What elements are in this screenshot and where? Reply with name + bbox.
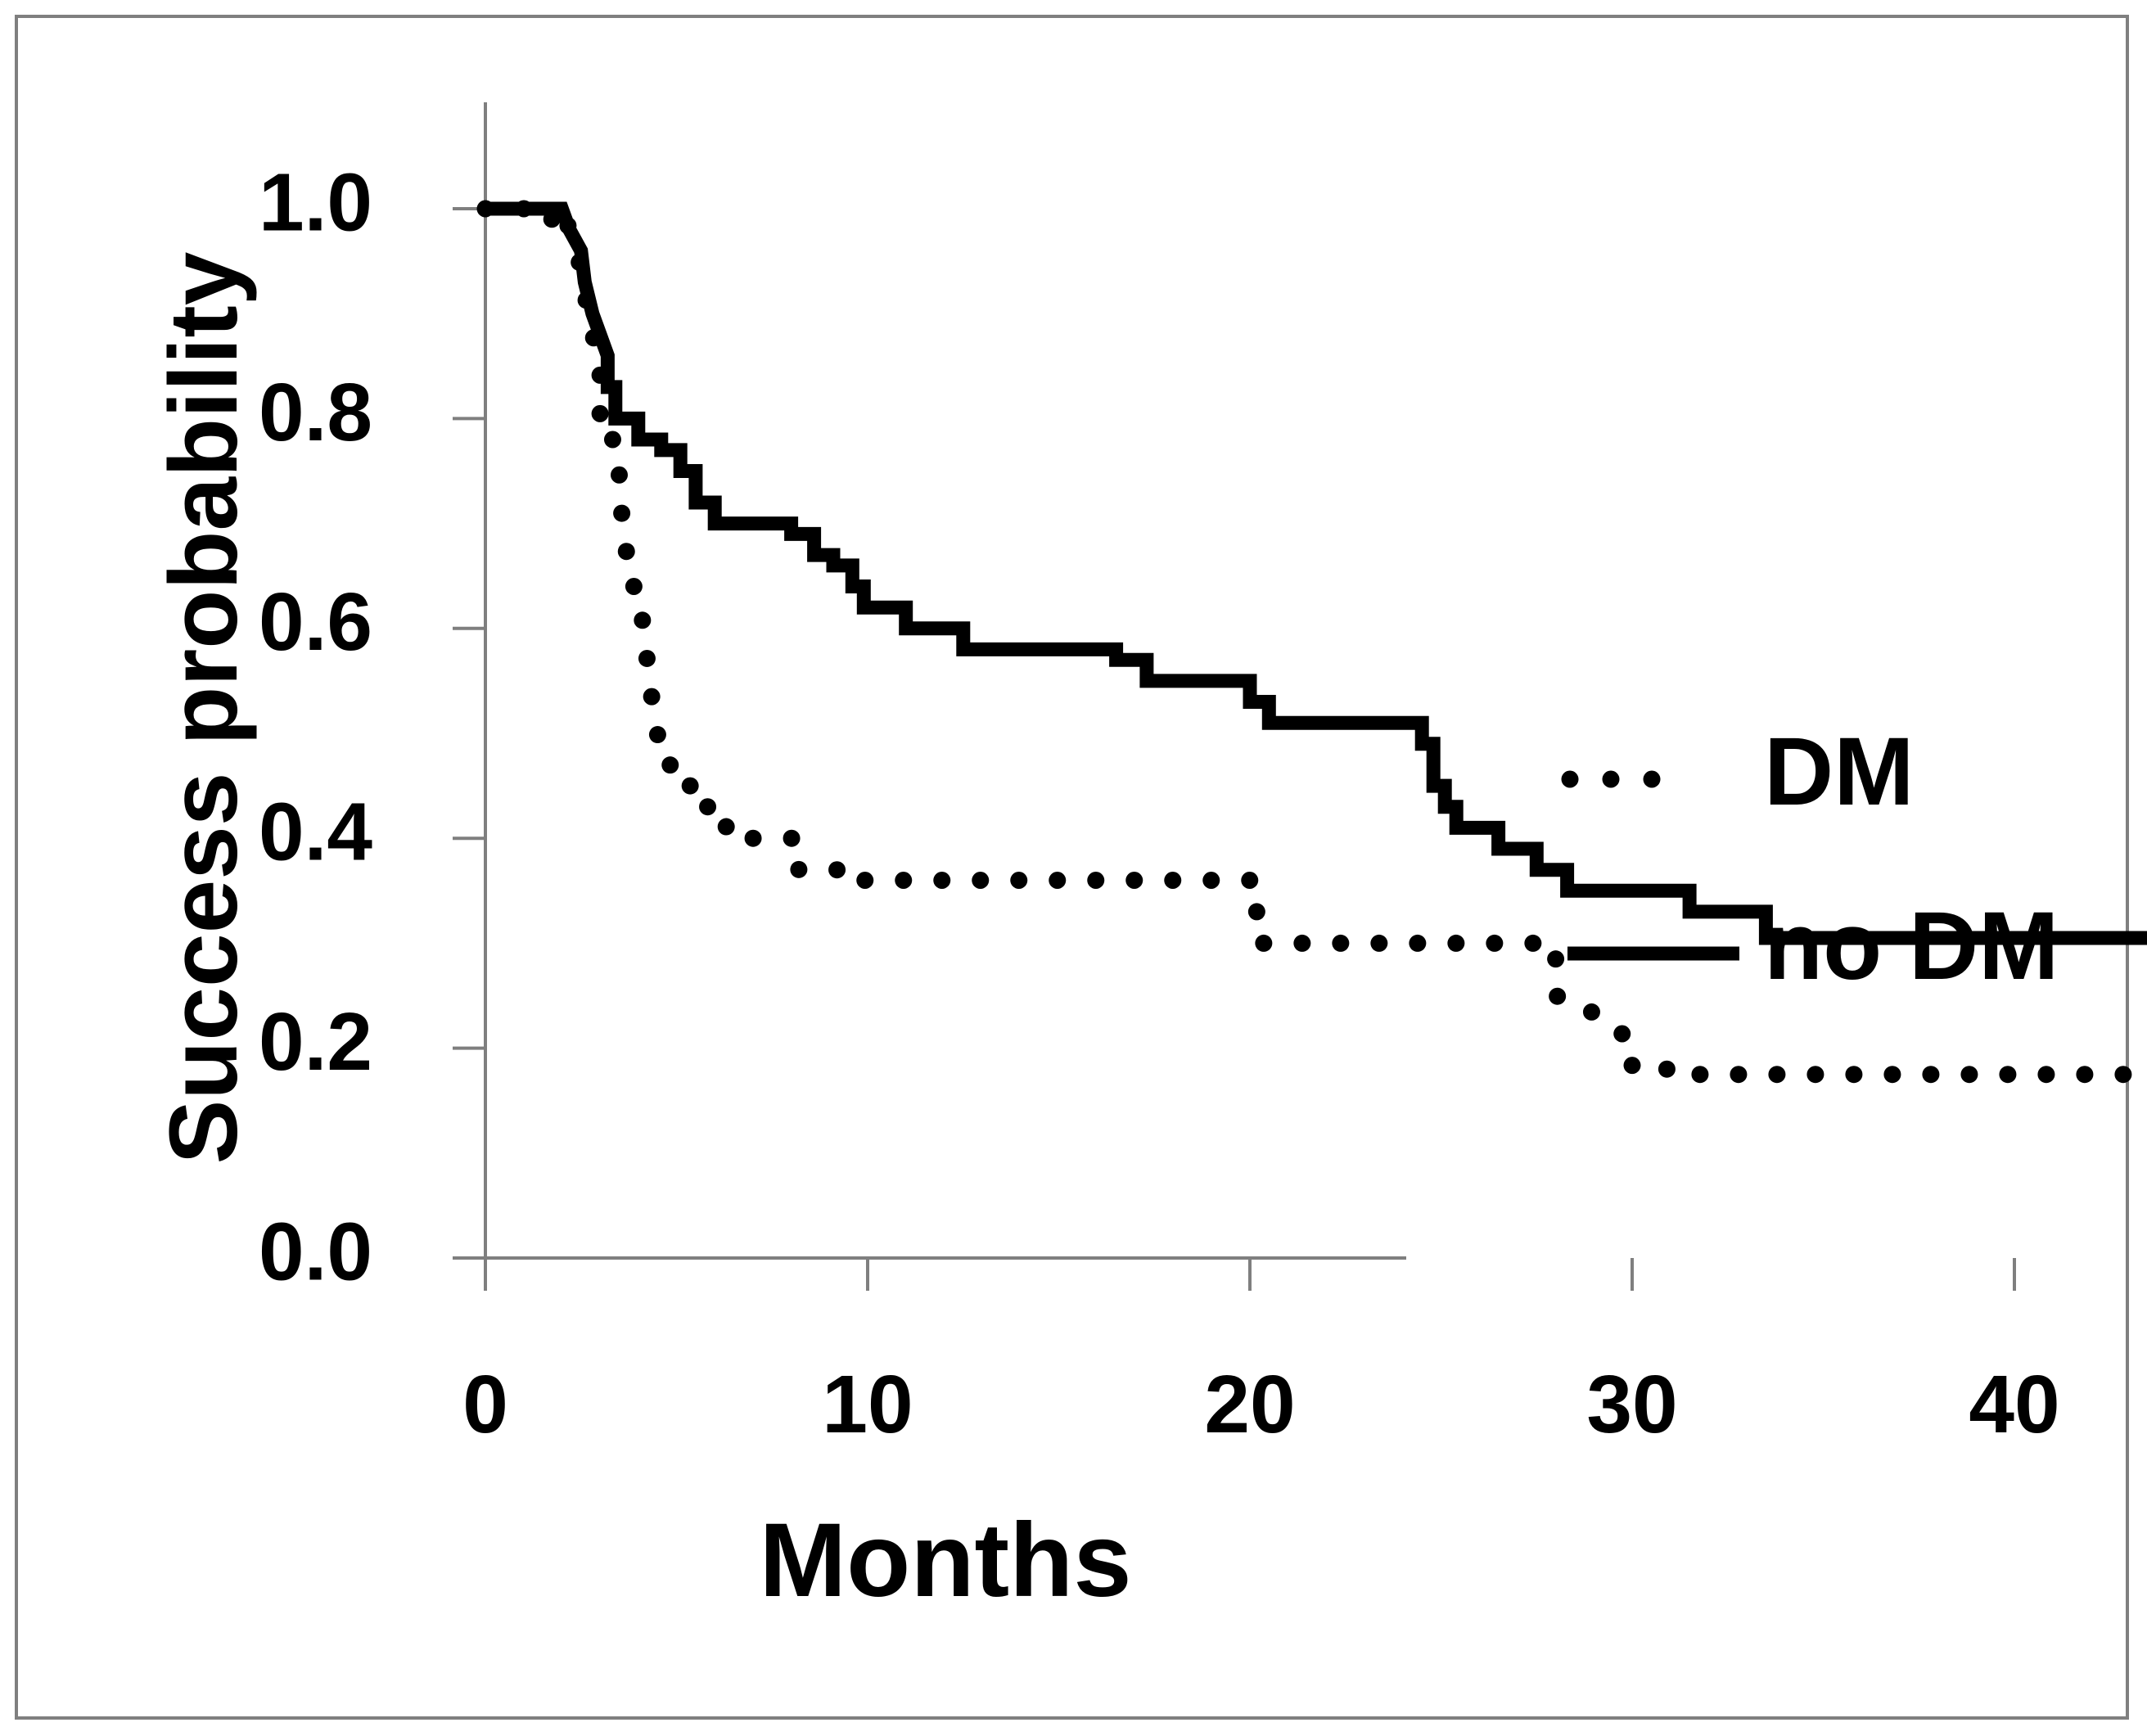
- x-ticks: 0 10 20 30 40: [462, 1258, 2060, 1450]
- legend: DM no DM: [1561, 718, 2059, 1000]
- x-tick-label: 30: [1586, 1359, 1677, 1450]
- legend-label-dm: DM: [1764, 718, 1915, 826]
- x-tick-label: 20: [1204, 1359, 1295, 1450]
- y-tick-label: 0.0: [259, 1206, 372, 1297]
- x-tick-label: 10: [822, 1359, 913, 1450]
- x-tick-label: 0: [462, 1359, 508, 1450]
- y-tick-label: 1.0: [259, 156, 372, 248]
- series-layer: [476, 200, 2147, 1084]
- y-tick-label: 0.2: [259, 996, 372, 1088]
- x-tick-label: 40: [1969, 1359, 2059, 1450]
- series-line-no-dm: [485, 201, 2147, 945]
- chart-frame: [15, 15, 2129, 1720]
- y-tick-label: 0.4: [259, 787, 372, 878]
- axes: [484, 102, 1406, 1260]
- legend-label-no-dm: no DM: [1764, 892, 2059, 1000]
- y-ticks: 0.0 0.2 0.4 0.6 0.8 1.0: [259, 156, 485, 1297]
- y-tick-label: 0.6: [259, 576, 372, 668]
- y-tick-label: 0.8: [259, 367, 372, 458]
- x-axis-title: Months: [760, 1502, 1132, 1619]
- y-axis-title: Success probability: [150, 252, 258, 1165]
